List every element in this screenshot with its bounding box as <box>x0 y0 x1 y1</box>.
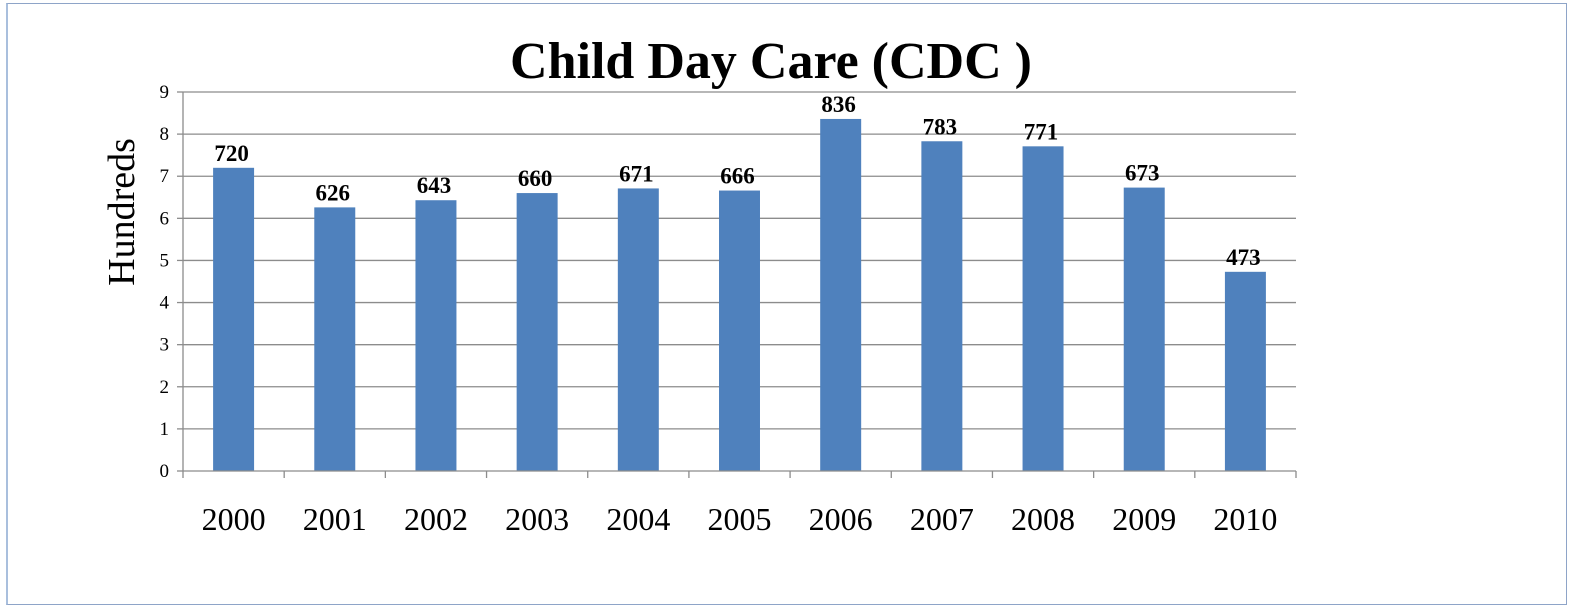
y-tick-label: 9 <box>160 82 170 103</box>
y-tick-label: 7 <box>160 166 170 187</box>
bars <box>213 118 1266 472</box>
x-tick-label: 2000 <box>202 501 266 537</box>
x-tick-label: 2010 <box>1213 501 1277 537</box>
y-tick-label: 4 <box>160 293 170 314</box>
data-labels: 720 626 643 660 671 666 836 783 771 673 473 <box>214 92 1260 270</box>
x-tick-label: 2005 <box>708 501 772 537</box>
chart-frame <box>6 3 1567 605</box>
x-tick-label: 2008 <box>1011 501 1075 537</box>
data-label: 671 <box>619 161 654 186</box>
bar <box>1123 187 1165 471</box>
bar <box>1022 146 1064 471</box>
x-tick-label: 2009 <box>1112 501 1176 537</box>
y-tick-label: 8 <box>160 124 170 145</box>
data-label: 473 <box>1226 245 1261 270</box>
data-label: 783 <box>923 114 958 139</box>
y-tick-label: 0 <box>160 461 170 482</box>
data-label: 666 <box>720 164 755 189</box>
x-tick-label: 2001 <box>303 501 367 537</box>
bar <box>719 190 760 472</box>
y-tick-label: 3 <box>160 335 170 356</box>
data-label: 673 <box>1125 161 1160 186</box>
data-label: 771 <box>1024 119 1059 144</box>
y-tick-label: 5 <box>160 250 170 271</box>
data-label: 836 <box>821 92 856 117</box>
bar <box>415 200 457 471</box>
data-label: 720 <box>214 141 249 166</box>
data-label: 660 <box>518 166 553 191</box>
y-tick-label: 1 <box>160 419 170 440</box>
bar <box>617 188 659 471</box>
y-tick-label: 6 <box>160 208 170 229</box>
y-tick-label: 2 <box>160 377 170 398</box>
bar <box>314 207 356 471</box>
x-tick-label: 2007 <box>910 501 974 537</box>
x-tick-label: 2004 <box>606 501 670 537</box>
bar <box>820 118 862 471</box>
y-axis-label: Hundreds <box>101 138 143 286</box>
chart-title: Child Day Care (CDC ) <box>510 33 1032 90</box>
data-label: 626 <box>316 180 351 205</box>
data-label: 643 <box>417 173 452 198</box>
axes: 0 1 2 3 4 5 6 7 8 9 2000 2001 2002 2003 2004 2005 2006 20… <box>160 82 1297 537</box>
x-tick-label: 2006 <box>809 501 873 537</box>
x-tick-label: 2002 <box>404 501 468 537</box>
bar <box>1224 271 1266 471</box>
bar <box>516 193 558 472</box>
bar <box>213 167 255 472</box>
bar <box>921 141 963 471</box>
x-tick-label: 2003 <box>505 501 569 537</box>
